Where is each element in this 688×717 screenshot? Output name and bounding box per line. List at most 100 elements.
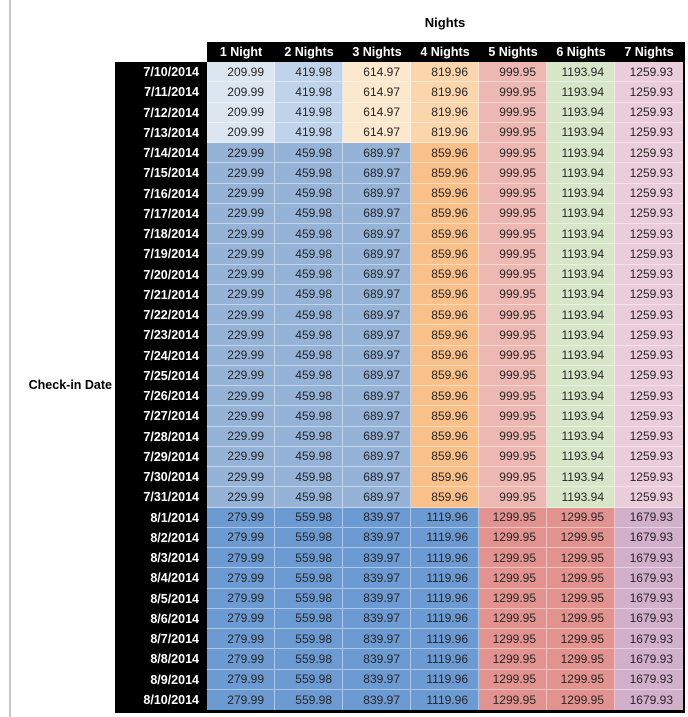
row-header-date[interactable]: 7/18/2014 [115,224,207,245]
price-cell[interactable]: 229.99 [207,163,275,184]
price-cell[interactable]: 1679.93 [615,608,683,629]
price-cell[interactable]: 999.95 [479,143,547,164]
price-cell[interactable]: 1299.95 [479,649,547,670]
price-cell[interactable]: 209.99 [207,122,275,143]
price-cell[interactable]: 559.98 [275,649,343,670]
price-cell[interactable]: 859.96 [411,365,479,386]
price-cell[interactable]: 209.99 [207,82,275,103]
price-cell[interactable]: 1299.95 [479,527,547,548]
price-cell[interactable]: 459.98 [275,345,343,366]
price-cell[interactable]: 279.99 [207,649,275,670]
price-cell[interactable]: 559.98 [275,689,343,710]
price-cell[interactable]: 459.98 [275,284,343,305]
price-cell[interactable]: 229.99 [207,143,275,164]
row-header-date[interactable]: 8/1/2014 [115,507,207,528]
price-cell[interactable]: 819.96 [411,62,479,83]
price-cell[interactable]: 1679.93 [615,588,683,609]
price-cell[interactable]: 859.96 [411,264,479,285]
price-cell[interactable]: 614.97 [343,102,411,123]
row-header-date[interactable]: 7/10/2014 [115,62,207,83]
price-cell[interactable]: 689.97 [343,203,411,224]
price-cell[interactable]: 279.99 [207,689,275,710]
price-cell[interactable]: 1259.93 [615,345,683,366]
price-cell[interactable]: 1299.95 [479,689,547,710]
price-cell[interactable]: 229.99 [207,426,275,447]
price-cell[interactable]: 859.96 [411,244,479,265]
row-header-date[interactable]: 7/23/2014 [115,325,207,346]
price-cell[interactable]: 1119.96 [411,548,479,569]
row-header-date[interactable]: 7/24/2014 [115,345,207,366]
price-cell[interactable]: 1259.93 [615,264,683,285]
price-cell[interactable]: 1119.96 [411,649,479,670]
price-cell[interactable]: 1299.95 [479,568,547,589]
price-cell[interactable]: 459.98 [275,406,343,427]
price-cell[interactable]: 1193.94 [547,467,615,488]
price-cell[interactable]: 1259.93 [615,284,683,305]
price-cell[interactable]: 1119.96 [411,527,479,548]
price-cell[interactable]: 1193.94 [547,224,615,245]
price-cell[interactable]: 859.96 [411,224,479,245]
price-cell[interactable]: 1193.94 [547,82,615,103]
price-cell[interactable]: 279.99 [207,629,275,650]
price-cell[interactable]: 459.98 [275,244,343,265]
price-cell[interactable]: 999.95 [479,264,547,285]
price-cell[interactable]: 839.97 [343,608,411,629]
price-cell[interactable]: 229.99 [207,446,275,467]
row-header-date[interactable]: 7/17/2014 [115,203,207,224]
row-header-date[interactable]: 8/2/2014 [115,527,207,548]
row-header-date[interactable]: 8/5/2014 [115,588,207,609]
row-header-date[interactable]: 8/3/2014 [115,548,207,569]
price-cell[interactable]: 839.97 [343,588,411,609]
price-cell[interactable]: 839.97 [343,568,411,589]
price-cell[interactable]: 999.95 [479,82,547,103]
price-cell[interactable]: 689.97 [343,406,411,427]
price-cell[interactable]: 1193.94 [547,143,615,164]
column-header[interactable]: 3 Nights [352,45,402,59]
price-cell[interactable]: 689.97 [343,183,411,204]
price-cell[interactable]: 279.99 [207,608,275,629]
price-cell[interactable]: 859.96 [411,345,479,366]
price-cell[interactable]: 1193.94 [547,284,615,305]
price-cell[interactable]: 819.96 [411,102,479,123]
price-cell[interactable]: 229.99 [207,487,275,508]
price-cell[interactable]: 689.97 [343,284,411,305]
price-cell[interactable]: 1259.93 [615,487,683,508]
price-cell[interactable]: 1299.95 [479,608,547,629]
price-cell[interactable]: 459.98 [275,446,343,467]
row-header-date[interactable]: 7/13/2014 [115,122,207,143]
price-cell[interactable]: 689.97 [343,345,411,366]
price-cell[interactable]: 459.98 [275,224,343,245]
row-header-date[interactable]: 8/8/2014 [115,649,207,670]
price-cell[interactable]: 1679.93 [615,548,683,569]
row-header-date[interactable]: 8/10/2014 [115,689,207,710]
price-cell[interactable]: 839.97 [343,649,411,670]
price-cell[interactable]: 1679.93 [615,689,683,710]
price-cell[interactable]: 459.98 [275,386,343,407]
price-cell[interactable]: 999.95 [479,203,547,224]
price-cell[interactable]: 1193.94 [547,163,615,184]
row-header-date[interactable]: 7/31/2014 [115,487,207,508]
row-header-date[interactable]: 8/9/2014 [115,669,207,690]
price-cell[interactable]: 1679.93 [615,629,683,650]
price-cell[interactable]: 859.96 [411,203,479,224]
price-cell[interactable]: 1259.93 [615,163,683,184]
row-header-date[interactable]: 7/12/2014 [115,102,207,123]
price-cell[interactable]: 819.96 [411,122,479,143]
price-cell[interactable]: 689.97 [343,305,411,326]
price-cell[interactable]: 229.99 [207,305,275,326]
price-cell[interactable]: 1193.94 [547,62,615,83]
price-cell[interactable]: 1259.93 [615,102,683,123]
price-cell[interactable]: 229.99 [207,406,275,427]
price-cell[interactable]: 229.99 [207,365,275,386]
price-cell[interactable]: 559.98 [275,588,343,609]
price-cell[interactable]: 859.96 [411,183,479,204]
price-cell[interactable]: 559.98 [275,669,343,690]
price-cell[interactable]: 1259.93 [615,224,683,245]
price-cell[interactable]: 1299.95 [547,649,615,670]
price-cell[interactable]: 229.99 [207,224,275,245]
price-cell[interactable]: 1193.94 [547,305,615,326]
price-cell[interactable]: 1679.93 [615,649,683,670]
column-header[interactable]: 4 Nights [420,45,470,59]
price-cell[interactable]: 1193.94 [547,386,615,407]
price-cell[interactable]: 229.99 [207,183,275,204]
